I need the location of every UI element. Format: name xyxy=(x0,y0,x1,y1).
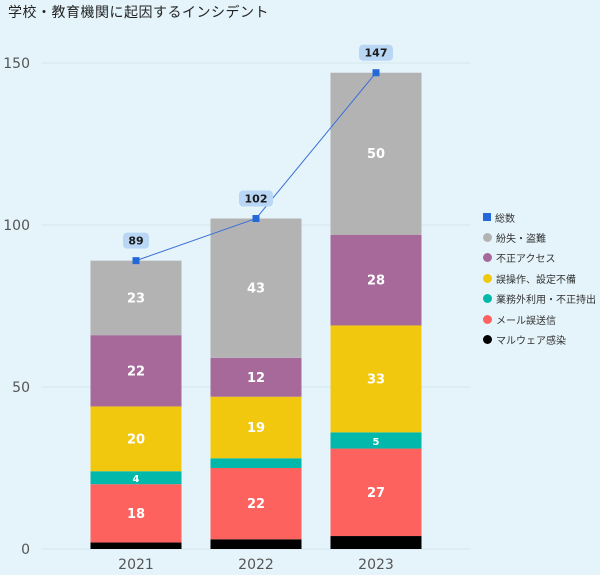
legend-item: 誤操作、設定不備 xyxy=(483,268,596,288)
y-tick-label: 100 xyxy=(3,218,30,234)
legend-label: マルウェア感染 xyxy=(496,336,566,348)
bar-segment xyxy=(330,72,422,235)
total-marker xyxy=(252,215,260,223)
bar-segment xyxy=(90,542,182,549)
legend-swatch xyxy=(483,335,492,345)
x-axis: 2021 2022 2023 xyxy=(118,557,394,573)
bar-segment xyxy=(90,335,182,407)
data-label: 27 xyxy=(367,486,385,501)
legend-label: 総数 xyxy=(495,213,515,225)
bars xyxy=(90,72,422,549)
total-label: 102 xyxy=(245,193,268,206)
bar-segment xyxy=(330,536,422,549)
legend-item: 総数 xyxy=(483,207,596,227)
total-line: 89 102 147 xyxy=(123,44,393,265)
legend-swatch xyxy=(483,314,492,324)
data-label: 5 xyxy=(373,437,380,448)
legend-swatch xyxy=(483,213,491,222)
legend-swatch xyxy=(483,294,492,304)
x-tick-label: 2022 xyxy=(238,557,274,573)
legend-swatch xyxy=(483,273,492,283)
bar-segment xyxy=(90,260,182,336)
bar-segment xyxy=(210,468,302,540)
chart-title: 学校・教育機関に起因するインシデント xyxy=(8,5,269,21)
legend-label: 不正アクセス xyxy=(496,254,556,266)
data-label: 22 xyxy=(247,497,265,512)
data-label: 18 xyxy=(127,507,145,522)
bar-segment xyxy=(90,484,182,543)
data-label: 23 xyxy=(127,291,145,306)
bar-segment xyxy=(330,325,422,433)
bar-segment xyxy=(90,406,182,472)
y-tick-label: 150 xyxy=(3,56,30,72)
legend-item: マルウェア感染 xyxy=(483,329,596,349)
y-tick-label: 50 xyxy=(12,380,30,396)
legend-item: 業務外利用・不正持出 xyxy=(483,289,596,309)
legend-label: 誤操作、設定不備 xyxy=(496,274,576,286)
total-label-box xyxy=(359,44,393,61)
bar-segment xyxy=(210,458,302,468)
segment-labels: 18 4 20 22 23 22 19 12 43 27 5 33 28 50 xyxy=(127,147,385,522)
data-label: 20 xyxy=(127,432,145,447)
legend-label: 紛失・盗難 xyxy=(496,234,546,246)
bar-segment xyxy=(90,471,182,485)
y-axis: 0 50 100 150 xyxy=(3,56,30,558)
legend-swatch xyxy=(483,233,492,243)
data-label: 43 xyxy=(247,282,265,297)
legend-label: 業務外利用・不正持出 xyxy=(496,295,596,307)
x-tick-label: 2021 xyxy=(118,557,154,573)
legend-label: メール誤送信 xyxy=(496,315,556,327)
bar-segment xyxy=(210,357,302,397)
bar-segment xyxy=(210,396,302,459)
legend-item: メール誤送信 xyxy=(483,309,596,329)
total-marker xyxy=(372,69,380,77)
legend-item: 不正アクセス xyxy=(483,248,596,268)
data-label: 12 xyxy=(247,371,265,386)
total-label-box xyxy=(123,232,149,249)
x-tick-label: 2023 xyxy=(358,557,394,573)
legend-swatch xyxy=(483,253,492,263)
legend: 総数紛失・盗難不正アクセス誤操作、設定不備業務外利用・不正持出 メール誤送信 マルウ… xyxy=(483,207,596,350)
total-label-box xyxy=(239,190,273,207)
data-label: 22 xyxy=(127,364,145,379)
y-tick-label: 0 xyxy=(21,542,30,558)
legend-item: 紛失・盗難 xyxy=(483,227,596,247)
total-marker xyxy=(132,257,140,265)
bar-segment xyxy=(330,448,422,537)
total-label: 147 xyxy=(365,47,388,60)
data-label: 28 xyxy=(367,274,385,289)
data-label: 50 xyxy=(367,147,385,162)
data-label: 19 xyxy=(247,421,265,436)
data-label: 4 xyxy=(133,474,140,485)
total-label: 89 xyxy=(128,235,143,248)
bar-segment xyxy=(330,234,422,326)
bar-segment xyxy=(330,432,422,449)
data-label: 33 xyxy=(367,372,385,387)
bar-segment xyxy=(210,218,302,358)
bar-segment xyxy=(210,539,302,549)
